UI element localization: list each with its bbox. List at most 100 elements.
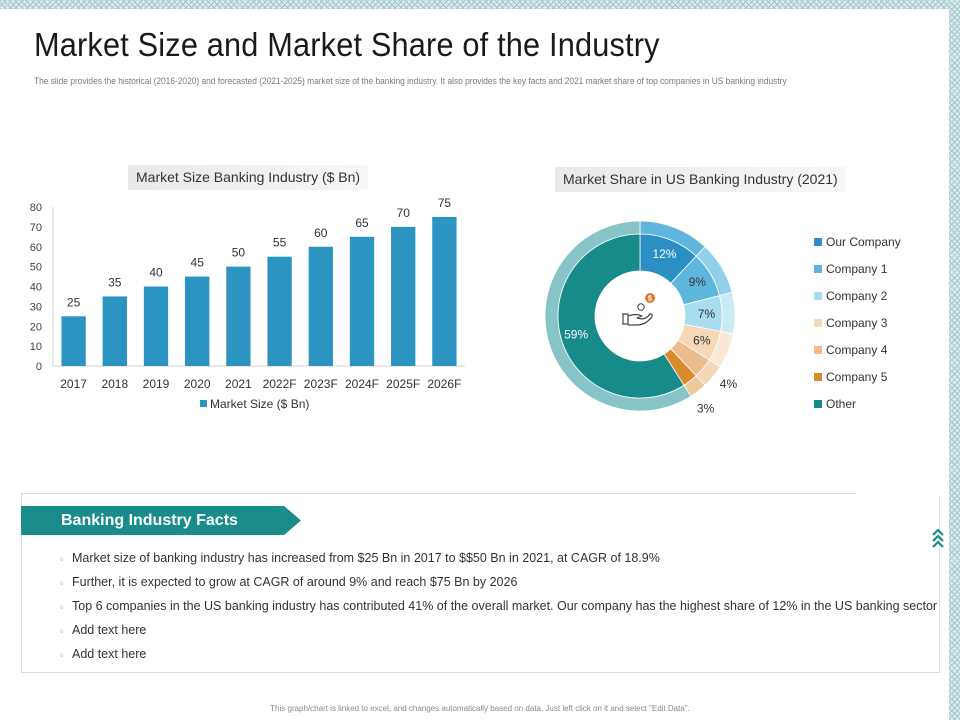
y-tick-label: 70 [30,222,42,234]
legend-item-company-2: Company 2 [814,282,901,309]
pie-slice-other[interactable] [557,233,685,399]
legend-label: Other [826,396,857,411]
bar-value-label: 70 [397,206,411,220]
legend-label: Company 3 [826,315,888,330]
fact-item: ▫ Further, it is expected to grow at CAGR… [60,572,937,596]
footer-note: This graph/chart is linked to excel, and… [270,704,690,713]
legend-item-company-1: Company 1 [814,255,901,282]
facts-box-gap [856,492,942,495]
cuff-shape [622,313,629,325]
y-tick-label: 30 [30,301,42,313]
pie-legend: Our Company Company 1 Company 2 Company 3 Co… [814,228,901,417]
bar-value-label: 50 [232,246,246,260]
legend-item-company-4: Company 4 [814,336,901,363]
x-tick-label: 2023F [304,377,338,391]
facts-title: Banking Industry Facts [61,512,238,529]
bar-chart-title: Market Size Banking Industry ($ Bn) [128,165,369,190]
facts-box [21,493,940,673]
bullet-icon: ▫ [60,602,64,612]
legend-label: Company 5 [826,369,888,384]
pie-value-label: 9% [689,275,707,289]
fact-text: Market size of banking industry has incr… [72,551,660,565]
bar-2018[interactable] [102,296,127,366]
legend-swatch [814,237,822,246]
bar-2019[interactable] [143,286,169,367]
bar-2025F[interactable] [391,226,416,366]
bar-2023F[interactable] [308,246,333,366]
fact-item: ▫ Market size of banking industry has inc… [60,548,937,572]
legend-swatch [814,318,822,327]
x-tick-label: 2017 [60,377,87,391]
y-tick-label: 50 [30,262,42,274]
bar-value-label: 65 [355,216,369,230]
bar-value-label: 60 [314,226,328,240]
y-tick-label: 0 [36,361,42,373]
x-tick-label: 2019 [143,377,170,391]
x-tick-label: 2021 [225,377,252,391]
facts-list: ▫ Market size of banking industry has inc… [60,548,937,668]
legend-label: Company 1 [826,261,888,276]
chevron-up-icon-graphic [932,528,944,548]
bar-2021[interactable] [226,266,251,366]
fact-item: ▫ Top 6 companies in the US banking indus… [60,596,937,620]
fact-text: Add text here [72,623,147,637]
facts-header: Banking Industry Facts [21,506,301,535]
x-tick-label: 2020 [184,377,211,391]
bullet-icon: ▫ [60,650,64,660]
pie-value-label: 3% [697,402,715,416]
hand-coin-icon: $ [622,293,655,326]
legend-label: Our Company [826,234,901,249]
bar-value-label: 35 [108,275,122,289]
legend-item-other: Other [814,390,901,417]
legend-item-company-5: Company 5 [814,363,901,390]
bar-2024F[interactable] [349,236,375,366]
hand-shape [627,313,653,326]
x-tick-label: 2026F [427,377,461,391]
coin-icon [645,293,655,303]
legend-swatch [814,345,822,354]
top-pattern-strip [0,0,960,9]
fact-text: Add text here [72,647,147,661]
x-tick-label: 2025F [386,377,420,391]
y-tick-label: 20 [30,321,42,333]
fact-text: Further, it is expected to grow at CAGR … [72,575,518,589]
page-title: Market Size and Market Share of the Indu… [34,26,660,63]
bullet-icon: ▫ [60,554,64,564]
pie-value-label: 59% [564,328,588,342]
y-tick-label: 40 [30,282,42,294]
page-subtitle: The slide provides the historical (2016-… [34,76,787,86]
chevron-up-icon [931,528,945,550]
facts-header-arrow [21,506,301,535]
bar-value-label: 45 [191,256,205,270]
right-pattern-strip [949,0,960,720]
legend-swatch [814,291,822,300]
bar-value-label: 75 [438,196,452,210]
y-tick-label: 80 [30,202,42,214]
fact-item: ▫ Add text here [60,644,937,668]
pie-value-label: 12% [652,247,676,261]
bar-value-label: 55 [273,236,287,250]
bar-legend-label: Market Size ($ Bn) [210,397,309,411]
bullet-icon: ▫ [60,626,64,636]
bar-2022F[interactable] [267,256,292,366]
y-tick-label: 60 [30,242,42,254]
fact-text: Top 6 companies in the US banking indust… [72,599,938,613]
legend-swatch [814,399,822,408]
legend-swatch [814,372,822,381]
x-tick-label: 2024F [345,377,379,391]
pie-value-label: 7% [698,307,716,321]
bar-2020[interactable] [185,276,210,366]
bar-value-label: 40 [149,266,163,280]
bar-2026F[interactable] [432,216,457,366]
small-coin-icon [637,303,645,311]
legend-label: Company 2 [826,288,888,303]
bar-value-label: 25 [67,295,81,309]
fact-item: ▫ Add text here [60,620,937,644]
legend-swatch [814,264,822,273]
x-tick-label: 2022F [263,377,297,391]
pie-value-label: 6% [693,333,711,347]
legend-item-our-company: Our Company [814,228,901,255]
bar-2017[interactable] [61,316,86,366]
